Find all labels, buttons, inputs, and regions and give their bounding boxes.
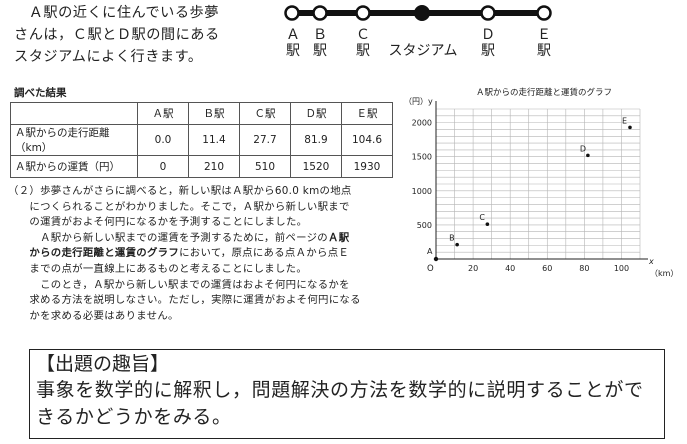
table-cell: 104.6: [341, 124, 393, 156]
point-label-b: B: [449, 234, 455, 243]
table-cell: 11.4: [188, 124, 240, 156]
q2-graph-reference: Ａ駅 からの走行距離と運賃のグラフ: [29, 231, 350, 260]
x-tick-label: 40: [505, 264, 515, 273]
table-cell: 27.7: [239, 124, 291, 156]
table-cell: 210: [188, 155, 240, 178]
x-tick-label: 100: [614, 264, 629, 273]
station-c-marker: [355, 5, 371, 21]
distance-fare-chart: Ａ駅からの走行距離と運賃のグラフ （円）y 20 40 60 80 100 500 1000…: [404, 87, 678, 278]
q2-paragraph-2a: Ａ駅から新しい駅までの運賃を予測するために，前ページの: [8, 231, 328, 244]
table-header-cell: [10, 102, 138, 125]
y-tick-label: 500: [417, 221, 432, 230]
row-label-distance: Ａ駅からの走行距離（km）: [10, 124, 138, 156]
table-header-cell: Ｄ駅: [290, 102, 342, 125]
data-point-d: [586, 153, 590, 158]
aim-body: 事象を数学的に解釈し，問題解決の方法を数学的に説明することができるかどうかをみる…: [36, 379, 644, 428]
y-axis-label: （円）y: [404, 97, 433, 106]
q2-paragraph-3: このとき，Ａ駅から新しい駅までの運賃はおよそ何円になるかを 求める方法を説明しな…: [29, 278, 361, 322]
table-header-cell: Ｂ駅: [188, 102, 240, 125]
table-row: Ａ駅からの走行距離（km） 0.0 11.4 27.7 81.9 104.6: [10, 124, 393, 156]
y-tick-label: 2000: [412, 119, 432, 128]
point-label-e: E: [622, 116, 627, 125]
results-title: 調べた結果: [14, 87, 67, 99]
intro-text: Ａ駅の近くに住んでいる歩夢 さんは，Ｃ駅とＤ駅の間にある スタジアムによく行きま…: [14, 5, 220, 65]
y-tick-label: 1000: [412, 187, 432, 196]
table-header-cell: Ｅ駅: [341, 102, 393, 125]
results-table: Ａ駅 Ｂ駅 Ｃ駅 Ｄ駅 Ｅ駅 Ａ駅からの走行距離（km） 0.0 11.4 27…: [10, 102, 393, 178]
x-axis-unit: （km）: [650, 269, 678, 278]
table-cell: 510: [239, 155, 291, 178]
chart-ticks: 20 40 60 80 100 500 1000 1500 2000: [412, 119, 629, 273]
table-cell: 0.0: [137, 124, 189, 156]
table-cell: 0: [137, 155, 189, 178]
origin-label: O: [427, 264, 434, 274]
data-point-b: [455, 242, 459, 247]
station-d-marker: [480, 5, 496, 21]
y-tick-label: 1500: [412, 153, 432, 162]
table-header-cell: Ｃ駅: [239, 102, 291, 125]
point-label-a: A: [427, 247, 433, 256]
chart-title: Ａ駅からの走行距離と運賃のグラフ: [476, 87, 612, 98]
table-cell: 1930: [341, 155, 393, 178]
chart-axes: [435, 101, 648, 260]
point-label-d: D: [580, 144, 586, 153]
stadium-marker: [414, 5, 430, 21]
station-e-marker: [536, 5, 552, 21]
x-tick-label: 80: [579, 264, 589, 273]
q2-paragraph-2c: において，原点にある点Ａから点Ｅ までの点が一直線上にあるものと考えることにしま…: [29, 247, 350, 275]
aim-title: 【出題の趣旨】: [36, 353, 170, 375]
point-label-c: C: [479, 213, 485, 222]
q2-paragraph-1: （２）歩夢さんがさらに調べると，新しい駅はＡ駅から60.0 kmの地点 につくら…: [8, 185, 352, 229]
table-cell: 81.9: [290, 124, 342, 156]
chart-grid: [436, 108, 641, 259]
question-2-text: （２）歩夢さんがさらに調べると，新しい駅はＡ駅から60.0 kmの地点 につくら…: [8, 184, 400, 324]
x-tick-label: 60: [542, 264, 552, 273]
data-point-a: [433, 256, 439, 262]
x-tick-label: 20: [468, 264, 478, 273]
table-cell: 1520: [290, 155, 342, 178]
table-header-cell: Ａ駅: [137, 102, 189, 125]
aim-box: [29, 349, 665, 439]
station-b-marker: [312, 5, 328, 21]
chart-points: A B C D E: [427, 116, 632, 262]
table-row: Ａ駅からの運賃（円） 0 210 510 1520 1930: [10, 155, 393, 178]
data-point-c: [485, 222, 490, 227]
x-axis-label: x: [648, 257, 654, 266]
data-point-e: [628, 125, 632, 130]
stadium-label: スタジアム: [388, 43, 458, 59]
table-header-row: Ａ駅 Ｂ駅 Ｃ駅 Ｄ駅 Ｅ駅: [10, 102, 393, 125]
row-label-fare: Ａ駅からの運賃（円）: [10, 155, 138, 178]
rail-line-diagram: [284, 5, 552, 21]
station-a-marker: [284, 5, 300, 21]
